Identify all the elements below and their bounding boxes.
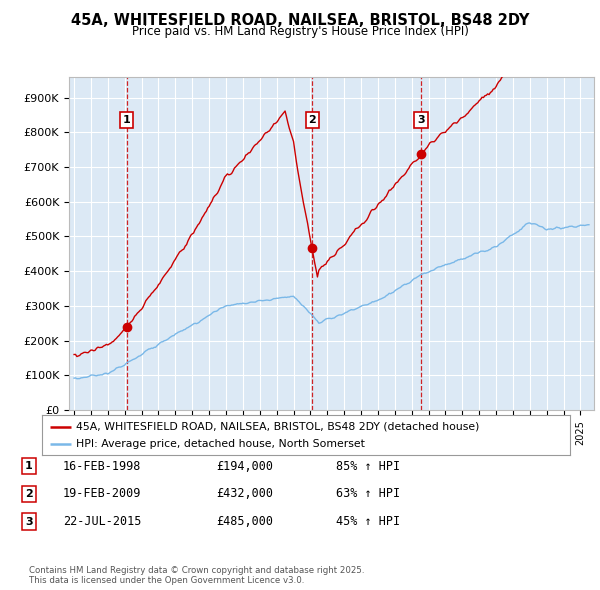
Text: 16-FEB-1998: 16-FEB-1998 [63, 460, 142, 473]
Text: £432,000: £432,000 [216, 487, 273, 500]
Text: 63% ↑ HPI: 63% ↑ HPI [336, 487, 400, 500]
Text: 2: 2 [25, 489, 32, 499]
Text: 3: 3 [25, 517, 32, 526]
Text: 45A, WHITESFIELD ROAD, NAILSEA, BRISTOL, BS48 2DY (detached house): 45A, WHITESFIELD ROAD, NAILSEA, BRISTOL,… [76, 422, 479, 432]
Text: £194,000: £194,000 [216, 460, 273, 473]
Text: Price paid vs. HM Land Registry's House Price Index (HPI): Price paid vs. HM Land Registry's House … [131, 25, 469, 38]
Text: 1: 1 [25, 461, 32, 471]
Text: 19-FEB-2009: 19-FEB-2009 [63, 487, 142, 500]
Text: HPI: Average price, detached house, North Somerset: HPI: Average price, detached house, Nort… [76, 439, 365, 449]
Text: 45% ↑ HPI: 45% ↑ HPI [336, 515, 400, 528]
Text: 2: 2 [308, 115, 316, 125]
Text: 3: 3 [417, 115, 425, 125]
Text: 22-JUL-2015: 22-JUL-2015 [63, 515, 142, 528]
Text: 85% ↑ HPI: 85% ↑ HPI [336, 460, 400, 473]
Text: 1: 1 [123, 115, 131, 125]
Text: 45A, WHITESFIELD ROAD, NAILSEA, BRISTOL, BS48 2DY: 45A, WHITESFIELD ROAD, NAILSEA, BRISTOL,… [71, 13, 529, 28]
Text: Contains HM Land Registry data © Crown copyright and database right 2025.
This d: Contains HM Land Registry data © Crown c… [29, 566, 364, 585]
Text: £485,000: £485,000 [216, 515, 273, 528]
